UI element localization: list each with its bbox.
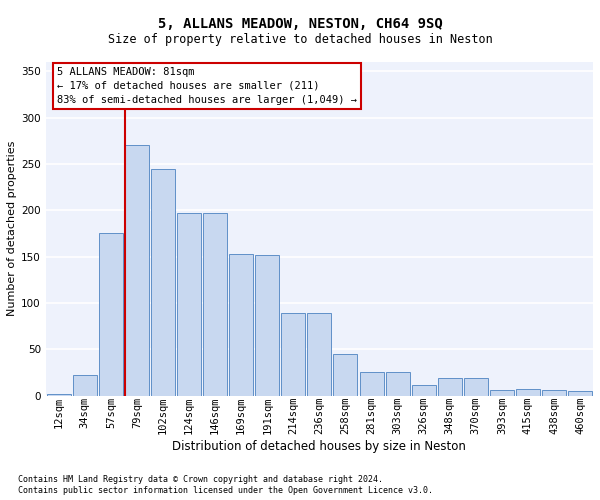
- Text: Size of property relative to detached houses in Neston: Size of property relative to detached ho…: [107, 32, 493, 46]
- Bar: [229, 254, 253, 396]
- Text: Contains public sector information licensed under the Open Government Licence v3: Contains public sector information licen…: [18, 486, 433, 495]
- X-axis label: Distribution of detached houses by size in Neston: Distribution of detached houses by size …: [172, 440, 466, 453]
- Y-axis label: Number of detached properties: Number of detached properties: [7, 141, 17, 316]
- Bar: [568, 391, 592, 396]
- Bar: [516, 389, 540, 396]
- Bar: [307, 313, 331, 396]
- Bar: [255, 254, 279, 396]
- Bar: [281, 313, 305, 396]
- Bar: [99, 234, 123, 396]
- Bar: [412, 386, 436, 396]
- Bar: [177, 213, 201, 396]
- Text: 5, ALLANS MEADOW, NESTON, CH64 9SQ: 5, ALLANS MEADOW, NESTON, CH64 9SQ: [158, 18, 442, 32]
- Bar: [386, 372, 410, 396]
- Bar: [334, 354, 358, 396]
- Bar: [542, 390, 566, 396]
- Bar: [47, 394, 71, 396]
- Bar: [203, 213, 227, 396]
- Bar: [438, 378, 461, 396]
- Bar: [359, 372, 383, 396]
- Bar: [73, 375, 97, 396]
- Text: Contains HM Land Registry data © Crown copyright and database right 2024.: Contains HM Land Registry data © Crown c…: [18, 475, 383, 484]
- Bar: [151, 168, 175, 396]
- Bar: [490, 390, 514, 396]
- Text: 5 ALLANS MEADOW: 81sqm
← 17% of detached houses are smaller (211)
83% of semi-de: 5 ALLANS MEADOW: 81sqm ← 17% of detached…: [56, 67, 356, 105]
- Bar: [464, 378, 488, 396]
- Bar: [125, 146, 149, 396]
